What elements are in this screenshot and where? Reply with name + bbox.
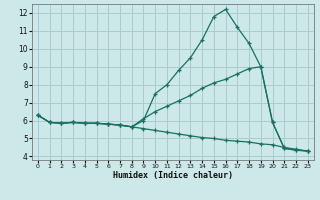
X-axis label: Humidex (Indice chaleur): Humidex (Indice chaleur) (113, 171, 233, 180)
